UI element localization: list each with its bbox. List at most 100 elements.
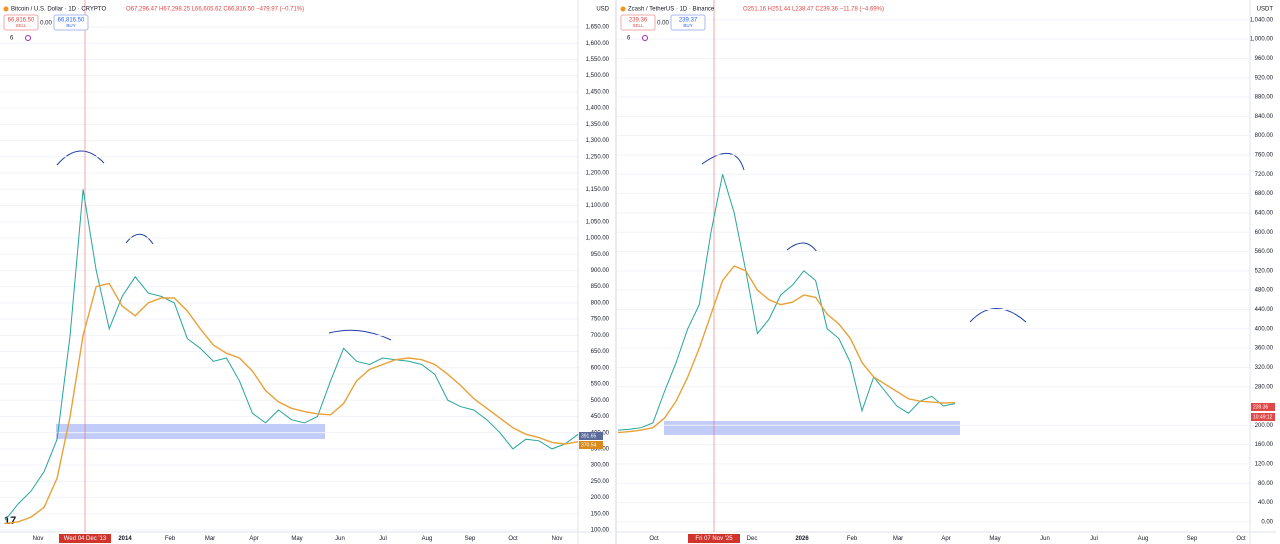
arc bbox=[786, 242, 818, 253]
price-line bbox=[4, 189, 579, 521]
y-tick-label: 0.00 bbox=[1261, 519, 1273, 525]
x-tick-label: Jul bbox=[379, 536, 387, 542]
x-tick-label: Sep bbox=[1187, 536, 1198, 542]
price-tag-label: 391.65 bbox=[581, 433, 597, 439]
symbol: Bitcoin / U.S. Dollar · 1D · CRYPTO bbox=[11, 7, 106, 13]
spread: 0.00 bbox=[40, 21, 52, 27]
y-tick-label: 750.00 bbox=[591, 317, 610, 323]
price-tag-label: 10:49:12 bbox=[1253, 414, 1273, 420]
ohlc: O67,296.47 H67,298.25 L66,605.62 C66,816… bbox=[126, 7, 304, 13]
sell-button[interactable] bbox=[620, 14, 656, 31]
y-tick-label: 1,650.00 bbox=[586, 25, 610, 31]
drawings bbox=[56, 150, 1027, 341]
y-tick-label: 850.00 bbox=[591, 284, 610, 290]
y-tick-label: 1,050.00 bbox=[586, 219, 610, 225]
y-tick-label: 80.00 bbox=[1258, 481, 1274, 487]
y-tick-label: 640.00 bbox=[1255, 210, 1274, 216]
y-tick-label: 680.00 bbox=[1255, 191, 1274, 197]
y-tick-label: 550.00 bbox=[591, 382, 610, 388]
buy-price: 66,816.50 bbox=[58, 18, 85, 24]
y-tick-label: 700.00 bbox=[591, 333, 610, 339]
y-tick-label: 720.00 bbox=[1255, 172, 1274, 178]
x-tick-label: Aug bbox=[1138, 536, 1149, 542]
y-tick-label: 800.00 bbox=[1255, 133, 1274, 139]
y-tick-label: 500.00 bbox=[591, 398, 610, 404]
buy-button[interactable] bbox=[670, 14, 706, 31]
y-tick-label: 1,200.00 bbox=[586, 171, 610, 177]
indicator-icon[interactable] bbox=[642, 35, 648, 41]
crosshair-label: Wed 04 Dec '13 bbox=[64, 536, 107, 542]
moving-average bbox=[617, 265, 956, 434]
x-tick-label: 2014 bbox=[118, 536, 132, 542]
y-tick-label: 950.00 bbox=[591, 252, 610, 258]
y-tick-label: 250.00 bbox=[591, 479, 610, 485]
sell-price: 66,816.50 bbox=[8, 18, 35, 24]
y-tick-label: 440.00 bbox=[1255, 307, 1274, 313]
indicator-icon[interactable] bbox=[25, 35, 31, 41]
x-tick-label: Mar bbox=[893, 536, 903, 542]
y-tick-label: 1,550.00 bbox=[586, 57, 610, 63]
x-tick-label: Jun bbox=[335, 536, 345, 542]
arc bbox=[56, 150, 105, 166]
y-tick-label: 920.00 bbox=[1255, 75, 1274, 81]
x-tick-label: Apr bbox=[941, 536, 950, 542]
y-tick-label: 800.00 bbox=[591, 300, 610, 306]
y-tick-label: 900.00 bbox=[591, 268, 610, 274]
x-tick-label: Jun bbox=[1040, 536, 1050, 542]
symbol: Zcash / TetherUS · 1D · Binance bbox=[628, 7, 715, 13]
x-tick-label: Oct bbox=[1236, 536, 1246, 542]
y-tick-label: 1,450.00 bbox=[586, 89, 610, 95]
y-tick-label: 760.00 bbox=[1255, 153, 1274, 159]
y-tick-label: 150.00 bbox=[591, 511, 610, 517]
price-line bbox=[617, 174, 956, 431]
sell-price: 239.36 bbox=[629, 18, 648, 24]
crosshair-tag bbox=[688, 534, 740, 543]
y-tick-label: 350.00 bbox=[591, 446, 610, 452]
y-tick-label: 1,040.00 bbox=[1250, 17, 1274, 23]
currency: USDT bbox=[1257, 7, 1274, 13]
y-tick-label: 1,000.00 bbox=[586, 236, 610, 242]
buy-button[interactable] bbox=[53, 14, 89, 31]
price-tag-label: 370.54 bbox=[581, 442, 597, 448]
y-tick-label: 560.00 bbox=[1255, 249, 1274, 255]
ohlc: O251.16 H251.44 L238.47 C239.36 −11.78 (… bbox=[743, 7, 884, 13]
y-tick-label: 880.00 bbox=[1255, 95, 1274, 101]
x-tick-label: Dec bbox=[747, 536, 758, 542]
currency: USD bbox=[596, 7, 609, 13]
y-tick-label: 1,150.00 bbox=[586, 187, 610, 193]
y-tick-label: 100.00 bbox=[591, 528, 610, 534]
arc bbox=[969, 308, 1027, 323]
x-tick-label: Feb bbox=[165, 536, 176, 542]
x-tick-label: May bbox=[989, 536, 1000, 542]
y-tick-label: 320.00 bbox=[1255, 365, 1274, 371]
price-tag bbox=[579, 432, 603, 440]
x-tick-label: Apr bbox=[249, 536, 258, 542]
y-tick-label: 1,100.00 bbox=[586, 203, 610, 209]
y-tick-label: 400.00 bbox=[1255, 326, 1274, 332]
y-tick-label: 1,350.00 bbox=[586, 122, 610, 128]
crosshair-tag bbox=[59, 534, 111, 543]
x-tick-label: Nov bbox=[552, 536, 563, 542]
logo: 17 bbox=[4, 515, 16, 527]
y-tick-label: 600.00 bbox=[591, 365, 610, 371]
x-tick-label: Sep bbox=[465, 536, 476, 542]
y-tick-label: 450.00 bbox=[591, 414, 610, 420]
buy-label: BUY bbox=[66, 23, 75, 28]
symbol-icon bbox=[3, 6, 9, 12]
sell-button[interactable] bbox=[3, 14, 39, 31]
sell-label: SELL bbox=[632, 23, 644, 28]
buy-price: 239.37 bbox=[679, 18, 698, 24]
y-tick-label: 480.00 bbox=[1255, 288, 1274, 294]
x-tick-label: Oct bbox=[649, 536, 659, 542]
y-tick-label: 650.00 bbox=[591, 349, 610, 355]
y-tick-label: 300.00 bbox=[591, 463, 610, 469]
arc bbox=[701, 153, 745, 171]
y-tick-label: 360.00 bbox=[1255, 346, 1274, 352]
arc bbox=[328, 329, 392, 341]
spread: 0.00 bbox=[657, 21, 669, 27]
y-tick-label: 200.00 bbox=[1255, 423, 1274, 429]
support-zone bbox=[56, 424, 325, 439]
arc bbox=[125, 233, 154, 245]
